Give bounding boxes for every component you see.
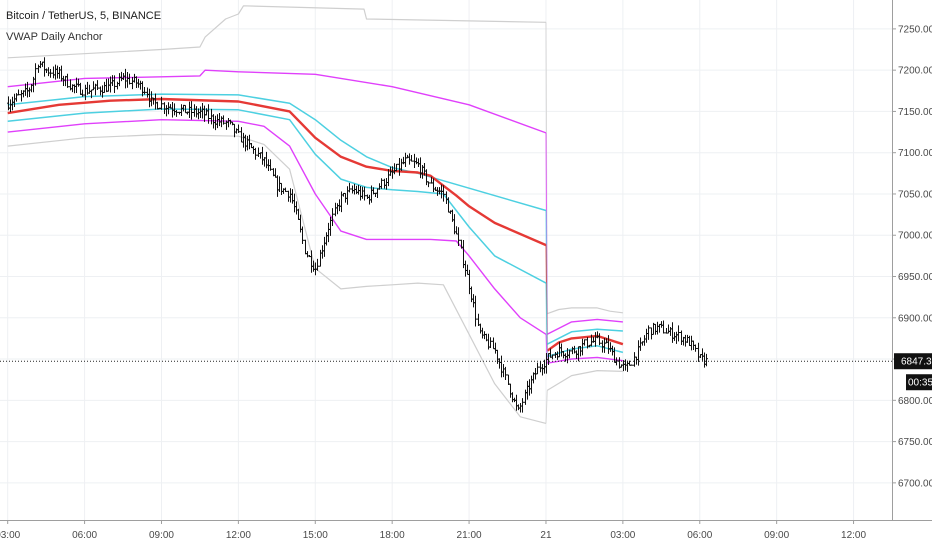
last-price-label: 6847.35 [901,357,932,368]
indicator-label[interactable]: VWAP Daily Anchor [6,31,103,43]
last-price-tag: 6847.35 [894,353,932,370]
price-tick-label: 6950.00 [898,272,932,283]
band-band3-upper-day1 [7,5,547,59]
price-tick-label: 6800.00 [898,396,932,407]
time-tick-label: 18:00 [380,530,405,541]
time-tick-label: 09:00 [149,530,174,541]
time-tick-label: 15:00 [303,530,328,541]
band-vwap-day2 [546,334,624,352]
time-tick-label: 03:00 [610,530,635,541]
price-tick-label: 7050.00 [898,189,932,200]
band-band1-upper-day2 [546,328,623,345]
price-tick-label: 6900.00 [898,313,932,324]
band-band2-upper-day2 [546,318,623,335]
time-tick-label: 03:00 [0,530,21,541]
price-tick-label: 7250.00 [898,24,932,35]
time-axis[interactable]: 03:00 06:00 09:00 12:00 15:00 18:00 21:00 21 03:… [0,520,866,541]
time-tick-label: 06:00 [72,530,97,541]
time-tick-label: 21:00 [457,530,482,541]
grid [0,0,892,520]
band-band3-lower-day1 [7,133,547,424]
time-tick-label: 06:00 [687,530,712,541]
candles [7,57,708,413]
price-tick-label: 7150.00 [898,107,932,118]
countdown-label: 00:35 [908,378,932,389]
time-tick-label: 21 [540,530,552,541]
band-reset-band1-lower [545,283,548,357]
band-vwap-day1 [7,97,547,247]
band-band2-lower-day1 [7,118,547,335]
price-tick-label: 7100.00 [898,148,932,159]
time-tick-label: 12:00 [226,530,251,541]
chart-title: Bitcoin / TetherUS, 5, BINANCE [6,10,161,22]
time-tick-label: 09:00 [764,530,789,541]
price-tick-label: 6700.00 [898,478,932,489]
band-band3-lower-day2 [546,370,623,391]
countdown-tag: 00:35 [906,374,932,391]
time-tick-label: 12:00 [841,530,866,541]
band-band3-upper-day2 [546,307,623,315]
price-tick-label: 7200.00 [898,66,932,77]
band-reset-band2-lower [545,334,548,364]
price-tick-label: 6750.00 [898,437,932,448]
band-band2-lower-day2 [547,356,623,364]
band-reset-band3-lower [545,390,548,424]
price-tick-label: 7000.00 [898,231,932,242]
